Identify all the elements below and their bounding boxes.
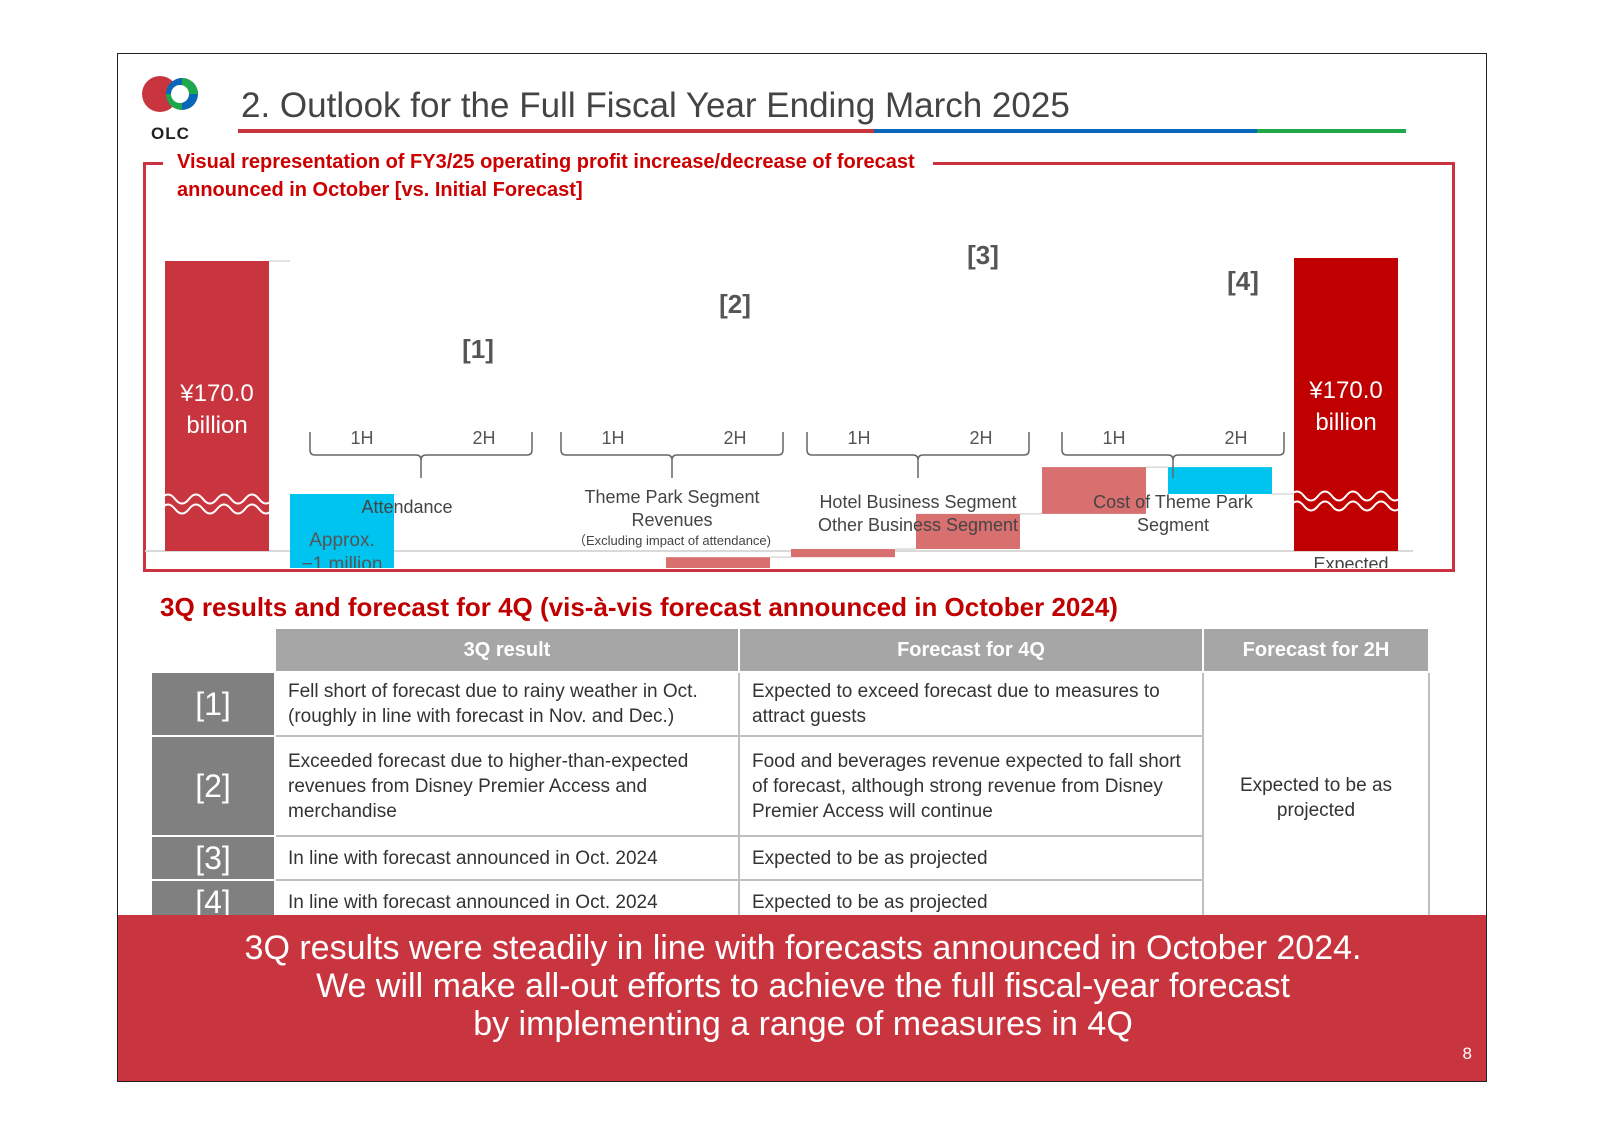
group-id-label: [3] [967, 240, 999, 270]
end-total-value: ¥170.0 billion [1308, 377, 1382, 436]
waterfall-step-bar [290, 494, 394, 568]
column-header: 3Q result [274, 627, 740, 673]
table-cell-result: In line with forecast announced in Oct. … [274, 835, 740, 881]
table-row: [2] Exceeded forecast due to higher-than… [150, 735, 1429, 837]
table-cell-result: Exceeded forecast due to higher-than-exp… [274, 735, 740, 837]
title-bar-green [1257, 129, 1406, 133]
table-cell-forecast4q: Expected to exceed forecast due to measu… [738, 671, 1204, 737]
olc-logo-icon [142, 76, 198, 112]
column-header: Forecast for 4Q [738, 627, 1204, 673]
row-label: [2] [150, 735, 276, 837]
logo-text: OLC [151, 124, 190, 143]
half-label: 2H [969, 428, 992, 448]
table-row: [1] Fell short of forecast due to rainy … [150, 671, 1430, 925]
group-id-label: [4] [1227, 266, 1259, 296]
group-id-label: [2] [719, 289, 751, 319]
start-label: Initial forecast of [155, 566, 287, 568]
table-cell-result: Fell short of forecast due to rainy weat… [274, 671, 740, 737]
chart-title: Visual representation of FY3/25 operatin… [163, 148, 933, 204]
waterfall-step-bar [1042, 467, 1146, 514]
table-row: [3] In line with forecast announced in O… [150, 835, 1429, 881]
slide: OLC 2. Outlook for the Full Fiscal Year … [117, 53, 1487, 1082]
row-label: [3] [150, 835, 276, 881]
group-name-label: Attendance [361, 497, 452, 517]
waterfall-step-bar [916, 513, 1020, 549]
title-bar-blue [874, 129, 1257, 133]
start-total-value: ¥170.0 billion [179, 380, 253, 439]
row-label: [1] [150, 671, 276, 737]
group-name-label: Cost of Theme Park [1093, 492, 1254, 512]
end-label: Expected [1313, 554, 1388, 568]
table-cell-forecast4q: Expected to be as projected [738, 835, 1204, 881]
end-break-mark [1289, 490, 1403, 502]
half-label: 2H [723, 428, 746, 448]
results-heading: 3Q results and forecast for 4Q (vis-à-vi… [160, 592, 1118, 622]
group-note-label: （Excluding impact of attendance) [573, 533, 771, 548]
group-name-label: Other Business Segment [818, 515, 1018, 535]
half-label: 1H [601, 428, 624, 448]
summary-box: 3Q results were steadily in line with fo… [118, 915, 1486, 1081]
group-brace [806, 432, 1030, 478]
group-brace [560, 432, 784, 478]
half-label: 1H [847, 428, 870, 448]
waterfall-step-bar [791, 548, 895, 558]
table-header-row: 3Q result Forecast for 4Q Forecast for 2… [150, 627, 1430, 673]
half-label: 2H [472, 428, 495, 448]
step-data-label: Approx. [309, 530, 374, 551]
half-label: 1H [350, 428, 373, 448]
results-table: 3Q result Forecast for 4Q Forecast for 2… [150, 627, 1430, 925]
summary-line: 3Q results were steadily in line with fo… [244, 929, 1362, 967]
group-name-label: Theme Park Segment [584, 487, 759, 507]
table-cell-forecast2h: Expected to be as projected [1202, 671, 1430, 925]
page-number: 8 [1462, 1044, 1472, 1063]
group-id-label: [1] [462, 334, 494, 364]
table-cell-forecast4q: Food and beverages revenue expected to f… [738, 735, 1204, 837]
summary-line: We will make all-out efforts to achieve … [316, 967, 1290, 1005]
start-break-mark [160, 503, 274, 515]
end-break-mark [1289, 500, 1403, 512]
waterfall-step-bar [666, 557, 770, 568]
page-title: 2. Outlook for the Full Fiscal Year Endi… [241, 86, 1070, 125]
half-label: 2H [1224, 428, 1247, 448]
group-name-label: Revenues [631, 510, 712, 530]
title-bar-red [238, 129, 874, 133]
table-header-blank [150, 627, 276, 673]
group-name-label: Hotel Business Segment [819, 492, 1016, 512]
step-data-label: −1 million [302, 554, 383, 568]
group-brace [309, 432, 533, 478]
summary-line: by implementing a range of measures in 4… [473, 1005, 1133, 1043]
group-brace [1061, 432, 1285, 478]
half-label: 1H [1102, 428, 1125, 448]
waterfall-step-bar [1168, 467, 1272, 494]
start-break-mark [160, 493, 274, 505]
column-header: Forecast for 2H [1202, 627, 1430, 673]
group-name-label: Segment [1137, 515, 1209, 535]
